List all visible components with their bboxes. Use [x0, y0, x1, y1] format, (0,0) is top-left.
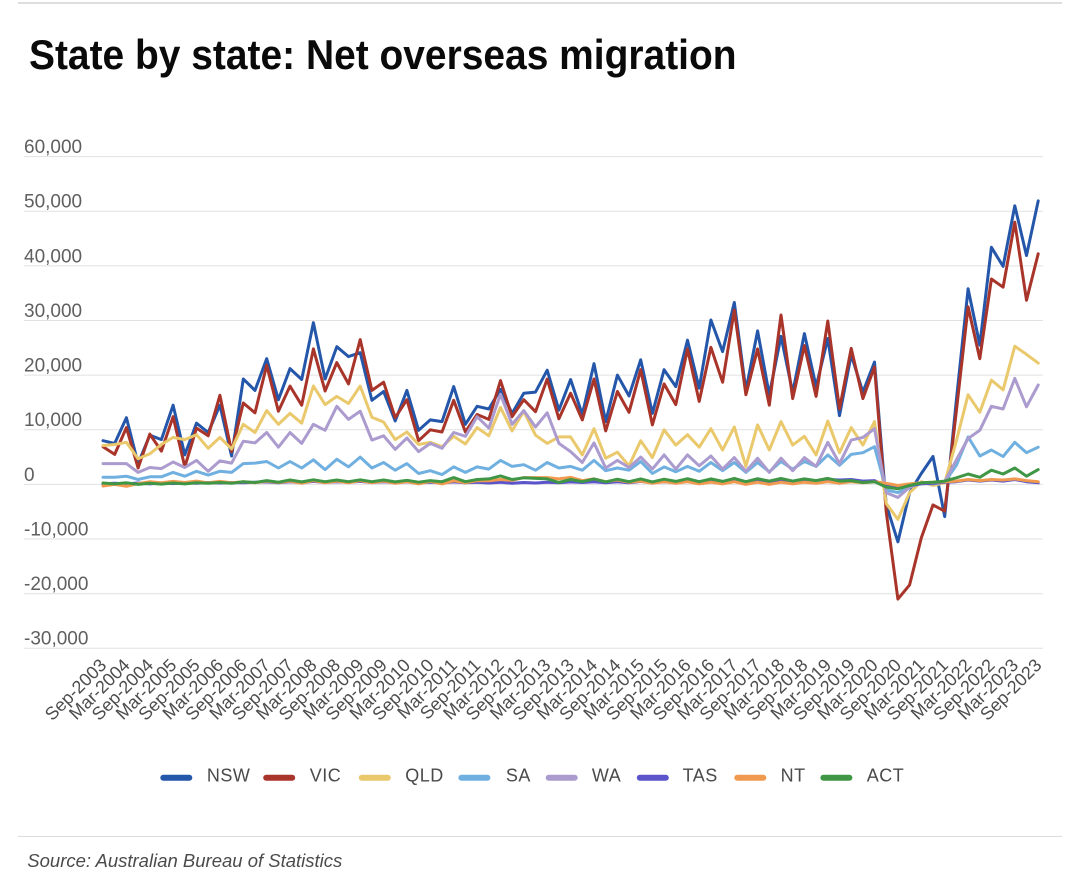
- svg-text:-10,000: -10,000: [24, 519, 88, 540]
- svg-text:NSW: NSW: [207, 766, 251, 786]
- svg-text:30,000: 30,000: [24, 301, 82, 322]
- svg-text:TAS: TAS: [683, 766, 718, 786]
- svg-text:10,000: 10,000: [24, 410, 82, 431]
- svg-text:QLD: QLD: [405, 766, 444, 786]
- svg-text:ACT: ACT: [867, 766, 905, 786]
- svg-text:60,000: 60,000: [24, 137, 82, 158]
- svg-text:SA: SA: [506, 766, 531, 786]
- svg-text:-20,000: -20,000: [24, 574, 88, 595]
- svg-text:WA: WA: [592, 766, 621, 786]
- svg-text:NT: NT: [781, 766, 806, 786]
- svg-text:-30,000: -30,000: [24, 629, 88, 650]
- svg-text:20,000: 20,000: [24, 356, 82, 377]
- svg-text:0: 0: [24, 465, 35, 486]
- svg-text:40,000: 40,000: [24, 246, 82, 267]
- svg-text:VIC: VIC: [310, 766, 342, 786]
- svg-text:50,000: 50,000: [24, 192, 82, 213]
